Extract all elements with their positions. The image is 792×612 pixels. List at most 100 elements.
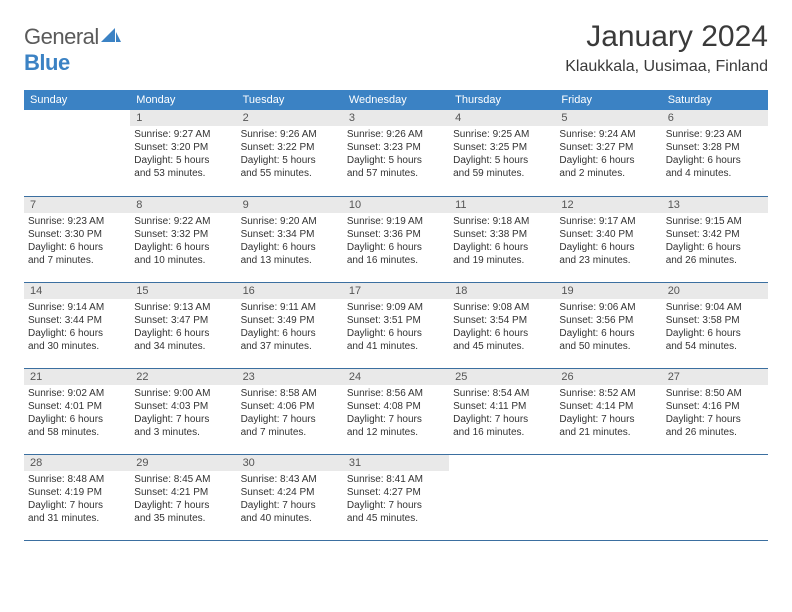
day-body: Sunrise: 9:24 AMSunset: 3:27 PMDaylight:… <box>555 126 661 184</box>
day-line: Daylight: 6 hours <box>453 241 551 254</box>
day-line: Sunrise: 9:17 AM <box>559 215 657 228</box>
day-number: 9 <box>237 197 343 213</box>
calendar-day-cell: 1Sunrise: 9:27 AMSunset: 3:20 PMDaylight… <box>130 110 236 196</box>
day-line: Daylight: 6 hours <box>666 327 764 340</box>
title-block: January 2024 Klaukkala, Uusimaa, Finland <box>565 20 768 76</box>
day-line: Sunset: 3:20 PM <box>134 141 232 154</box>
day-line: Sunrise: 8:41 AM <box>347 473 445 486</box>
calendar-day-cell: 18Sunrise: 9:08 AMSunset: 3:54 PMDayligh… <box>449 282 555 368</box>
day-line: and 13 minutes. <box>241 254 339 267</box>
month-title: January 2024 <box>565 20 768 54</box>
logo: General Blue <box>24 20 121 76</box>
day-line: Daylight: 6 hours <box>347 327 445 340</box>
calendar-day-cell: 25Sunrise: 8:54 AMSunset: 4:11 PMDayligh… <box>449 368 555 454</box>
calendar-day-cell <box>24 110 130 196</box>
day-line: and 16 minutes. <box>347 254 445 267</box>
calendar-day-cell: 13Sunrise: 9:15 AMSunset: 3:42 PMDayligh… <box>662 196 768 282</box>
day-body: Sunrise: 9:26 AMSunset: 3:23 PMDaylight:… <box>343 126 449 184</box>
day-body: Sunrise: 9:19 AMSunset: 3:36 PMDaylight:… <box>343 213 449 271</box>
day-line: Sunrise: 9:02 AM <box>28 387 126 400</box>
day-line: Sunset: 3:23 PM <box>347 141 445 154</box>
calendar-day-cell: 10Sunrise: 9:19 AMSunset: 3:36 PMDayligh… <box>343 196 449 282</box>
day-line: Sunset: 4:16 PM <box>666 400 764 413</box>
day-line: Sunset: 3:25 PM <box>453 141 551 154</box>
day-line: and 41 minutes. <box>347 340 445 353</box>
day-line: Daylight: 7 hours <box>241 499 339 512</box>
day-body: Sunrise: 8:54 AMSunset: 4:11 PMDaylight:… <box>449 385 555 443</box>
day-body: Sunrise: 9:09 AMSunset: 3:51 PMDaylight:… <box>343 299 449 357</box>
day-line: Sunset: 3:58 PM <box>666 314 764 327</box>
location: Klaukkala, Uusimaa, Finland <box>565 58 768 76</box>
calendar-week-row: 14Sunrise: 9:14 AMSunset: 3:44 PMDayligh… <box>24 282 768 368</box>
day-line: Sunset: 3:22 PM <box>241 141 339 154</box>
day-line: Sunset: 3:54 PM <box>453 314 551 327</box>
day-number: 22 <box>130 369 236 385</box>
day-line: Sunset: 4:27 PM <box>347 486 445 499</box>
day-body: Sunrise: 8:48 AMSunset: 4:19 PMDaylight:… <box>24 471 130 529</box>
day-line: Sunset: 3:42 PM <box>666 228 764 241</box>
day-line: Sunrise: 9:00 AM <box>134 387 232 400</box>
calendar-table: SundayMondayTuesdayWednesdayThursdayFrid… <box>24 90 768 541</box>
day-line: and 53 minutes. <box>134 167 232 180</box>
day-number: 6 <box>662 110 768 126</box>
day-number: 3 <box>343 110 449 126</box>
day-line: Sunrise: 9:13 AM <box>134 301 232 314</box>
day-line: Sunrise: 9:24 AM <box>559 128 657 141</box>
day-line: Sunrise: 8:45 AM <box>134 473 232 486</box>
day-line: Daylight: 7 hours <box>453 413 551 426</box>
day-line: Sunrise: 9:18 AM <box>453 215 551 228</box>
day-line: Sunrise: 9:04 AM <box>666 301 764 314</box>
day-line: Daylight: 7 hours <box>347 413 445 426</box>
day-body: Sunrise: 9:23 AMSunset: 3:30 PMDaylight:… <box>24 213 130 271</box>
day-line: Sunset: 4:03 PM <box>134 400 232 413</box>
day-line: Sunrise: 9:23 AM <box>28 215 126 228</box>
day-body: Sunrise: 9:14 AMSunset: 3:44 PMDaylight:… <box>24 299 130 357</box>
day-body: Sunrise: 8:41 AMSunset: 4:27 PMDaylight:… <box>343 471 449 529</box>
calendar-week-row: 21Sunrise: 9:02 AMSunset: 4:01 PMDayligh… <box>24 368 768 454</box>
day-line: Daylight: 6 hours <box>666 154 764 167</box>
day-line: and 26 minutes. <box>666 426 764 439</box>
day-line: Sunrise: 9:27 AM <box>134 128 232 141</box>
day-line: and 26 minutes. <box>666 254 764 267</box>
calendar-day-cell: 12Sunrise: 9:17 AMSunset: 3:40 PMDayligh… <box>555 196 661 282</box>
day-body: Sunrise: 9:13 AMSunset: 3:47 PMDaylight:… <box>130 299 236 357</box>
day-line: Daylight: 6 hours <box>28 241 126 254</box>
day-line: Sunset: 4:19 PM <box>28 486 126 499</box>
day-line: Sunrise: 9:09 AM <box>347 301 445 314</box>
calendar-day-cell: 24Sunrise: 8:56 AMSunset: 4:08 PMDayligh… <box>343 368 449 454</box>
day-body: Sunrise: 9:06 AMSunset: 3:56 PMDaylight:… <box>555 299 661 357</box>
weekday-header: Sunday <box>24 90 130 110</box>
day-line: and 50 minutes. <box>559 340 657 353</box>
day-body: Sunrise: 8:43 AMSunset: 4:24 PMDaylight:… <box>237 471 343 529</box>
day-line: Daylight: 6 hours <box>134 327 232 340</box>
day-line: Sunset: 3:32 PM <box>134 228 232 241</box>
day-line: Sunset: 4:21 PM <box>134 486 232 499</box>
logo-general: General <box>24 24 99 49</box>
logo-text: General Blue <box>24 24 121 76</box>
day-body: Sunrise: 9:11 AMSunset: 3:49 PMDaylight:… <box>237 299 343 357</box>
day-line: Daylight: 7 hours <box>559 413 657 426</box>
day-line: Sunrise: 9:26 AM <box>241 128 339 141</box>
calendar-day-cell: 23Sunrise: 8:58 AMSunset: 4:06 PMDayligh… <box>237 368 343 454</box>
day-line: Sunset: 3:56 PM <box>559 314 657 327</box>
calendar-day-cell: 5Sunrise: 9:24 AMSunset: 3:27 PMDaylight… <box>555 110 661 196</box>
day-line: Sunset: 3:27 PM <box>559 141 657 154</box>
day-line: Sunrise: 9:25 AM <box>453 128 551 141</box>
day-line: Daylight: 6 hours <box>28 413 126 426</box>
day-number: 26 <box>555 369 661 385</box>
day-line: and 19 minutes. <box>453 254 551 267</box>
day-line: Daylight: 7 hours <box>666 413 764 426</box>
day-number: 24 <box>343 369 449 385</box>
calendar-day-cell: 14Sunrise: 9:14 AMSunset: 3:44 PMDayligh… <box>24 282 130 368</box>
calendar-day-cell: 2Sunrise: 9:26 AMSunset: 3:22 PMDaylight… <box>237 110 343 196</box>
calendar-day-cell: 29Sunrise: 8:45 AMSunset: 4:21 PMDayligh… <box>130 454 236 540</box>
day-line: and 54 minutes. <box>666 340 764 353</box>
day-line: Daylight: 6 hours <box>559 154 657 167</box>
day-number: 17 <box>343 283 449 299</box>
day-line: and 59 minutes. <box>453 167 551 180</box>
day-line: Sunset: 4:11 PM <box>453 400 551 413</box>
day-line: and 30 minutes. <box>28 340 126 353</box>
day-body: Sunrise: 9:27 AMSunset: 3:20 PMDaylight:… <box>130 126 236 184</box>
day-line: and 4 minutes. <box>666 167 764 180</box>
day-line: Sunset: 3:30 PM <box>28 228 126 241</box>
